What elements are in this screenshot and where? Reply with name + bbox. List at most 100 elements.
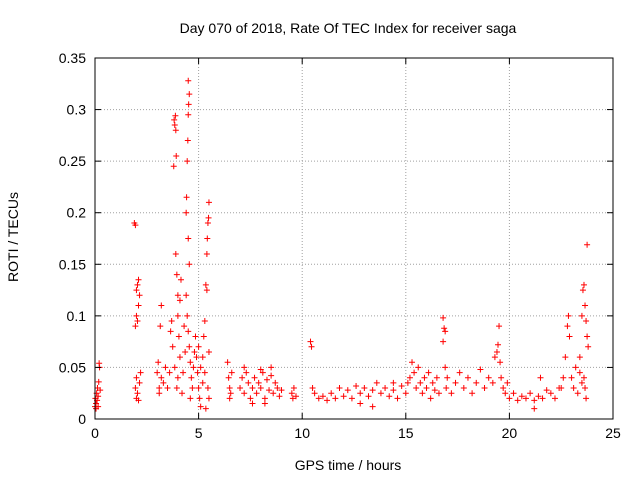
data-point bbox=[249, 400, 256, 407]
data-point bbox=[266, 387, 273, 394]
x-tick-label: 0 bbox=[91, 425, 99, 441]
y-tick-label: 0.1 bbox=[67, 308, 87, 324]
data-point bbox=[473, 379, 480, 386]
data-point bbox=[583, 395, 590, 402]
data-point bbox=[171, 364, 178, 371]
data-point bbox=[348, 395, 355, 402]
data-point bbox=[477, 366, 484, 373]
data-point bbox=[562, 354, 569, 361]
data-point bbox=[261, 395, 268, 402]
data-points bbox=[92, 77, 592, 412]
data-point bbox=[510, 390, 517, 397]
data-point bbox=[156, 390, 163, 397]
data-point bbox=[175, 333, 182, 340]
data-point bbox=[307, 338, 314, 345]
data-point bbox=[518, 393, 525, 400]
data-point bbox=[243, 369, 250, 376]
data-point bbox=[442, 328, 449, 335]
data-point bbox=[443, 385, 450, 392]
data-point bbox=[382, 385, 389, 392]
data-point bbox=[268, 372, 275, 379]
data-point bbox=[255, 379, 262, 386]
x-tick-label: 25 bbox=[605, 425, 621, 441]
data-point bbox=[135, 302, 142, 309]
data-point bbox=[564, 323, 571, 330]
data-point bbox=[225, 374, 232, 381]
data-point bbox=[469, 390, 476, 397]
data-point bbox=[504, 379, 511, 386]
data-point bbox=[195, 343, 202, 350]
data-point bbox=[158, 374, 165, 381]
data-point bbox=[239, 374, 246, 381]
data-point bbox=[187, 395, 194, 402]
data-point bbox=[421, 374, 428, 381]
data-point bbox=[134, 390, 141, 397]
data-point bbox=[185, 235, 192, 242]
data-point bbox=[278, 387, 285, 394]
data-point bbox=[583, 318, 590, 325]
data-point bbox=[413, 385, 420, 392]
data-point bbox=[203, 287, 210, 294]
data-point bbox=[190, 364, 197, 371]
data-point bbox=[578, 379, 585, 386]
data-point bbox=[205, 348, 212, 355]
data-point bbox=[353, 382, 360, 389]
data-point bbox=[179, 390, 186, 397]
y-axis-label: ROTI / TECUs bbox=[5, 192, 21, 282]
data-point bbox=[423, 385, 430, 392]
data-point bbox=[247, 395, 254, 402]
data-point bbox=[373, 379, 380, 386]
data-point bbox=[502, 390, 509, 397]
data-point bbox=[164, 385, 171, 392]
data-point bbox=[309, 385, 316, 392]
data-point bbox=[184, 137, 191, 144]
data-point bbox=[481, 385, 488, 392]
data-point bbox=[170, 163, 177, 170]
x-tick-label: 15 bbox=[398, 425, 414, 441]
data-point bbox=[176, 354, 183, 361]
data-point bbox=[185, 328, 192, 335]
data-point bbox=[582, 385, 589, 392]
data-point bbox=[174, 312, 181, 319]
data-point bbox=[226, 395, 233, 402]
data-point bbox=[155, 359, 162, 366]
data-point bbox=[226, 385, 233, 392]
data-point bbox=[133, 374, 140, 381]
data-point bbox=[237, 385, 244, 392]
data-point bbox=[205, 199, 212, 206]
data-point bbox=[203, 250, 210, 257]
data-point bbox=[406, 374, 413, 381]
data-point bbox=[491, 354, 498, 361]
data-point bbox=[95, 403, 102, 410]
data-point bbox=[497, 359, 504, 366]
data-point bbox=[188, 374, 195, 381]
data-point bbox=[202, 405, 209, 412]
data-point bbox=[201, 318, 208, 325]
data-point bbox=[241, 364, 248, 371]
data-point bbox=[377, 390, 384, 397]
data-point bbox=[440, 338, 447, 345]
data-point bbox=[241, 390, 248, 397]
data-point bbox=[357, 400, 364, 407]
data-point bbox=[572, 364, 579, 371]
data-point bbox=[133, 287, 140, 294]
data-point bbox=[390, 387, 397, 394]
data-point bbox=[452, 379, 459, 386]
data-point bbox=[199, 379, 206, 386]
data-point bbox=[485, 374, 492, 381]
data-point bbox=[132, 323, 139, 330]
data-point bbox=[340, 393, 347, 400]
data-point bbox=[191, 348, 198, 355]
data-point bbox=[558, 385, 565, 392]
data-point bbox=[201, 369, 208, 376]
data-point bbox=[205, 214, 212, 221]
data-point bbox=[134, 318, 141, 325]
data-point bbox=[289, 395, 296, 402]
data-point bbox=[574, 390, 581, 397]
data-point bbox=[174, 374, 181, 381]
data-point bbox=[324, 397, 331, 404]
data-point bbox=[579, 287, 586, 294]
data-point bbox=[204, 235, 211, 242]
data-point bbox=[171, 122, 178, 129]
data-point bbox=[189, 385, 196, 392]
